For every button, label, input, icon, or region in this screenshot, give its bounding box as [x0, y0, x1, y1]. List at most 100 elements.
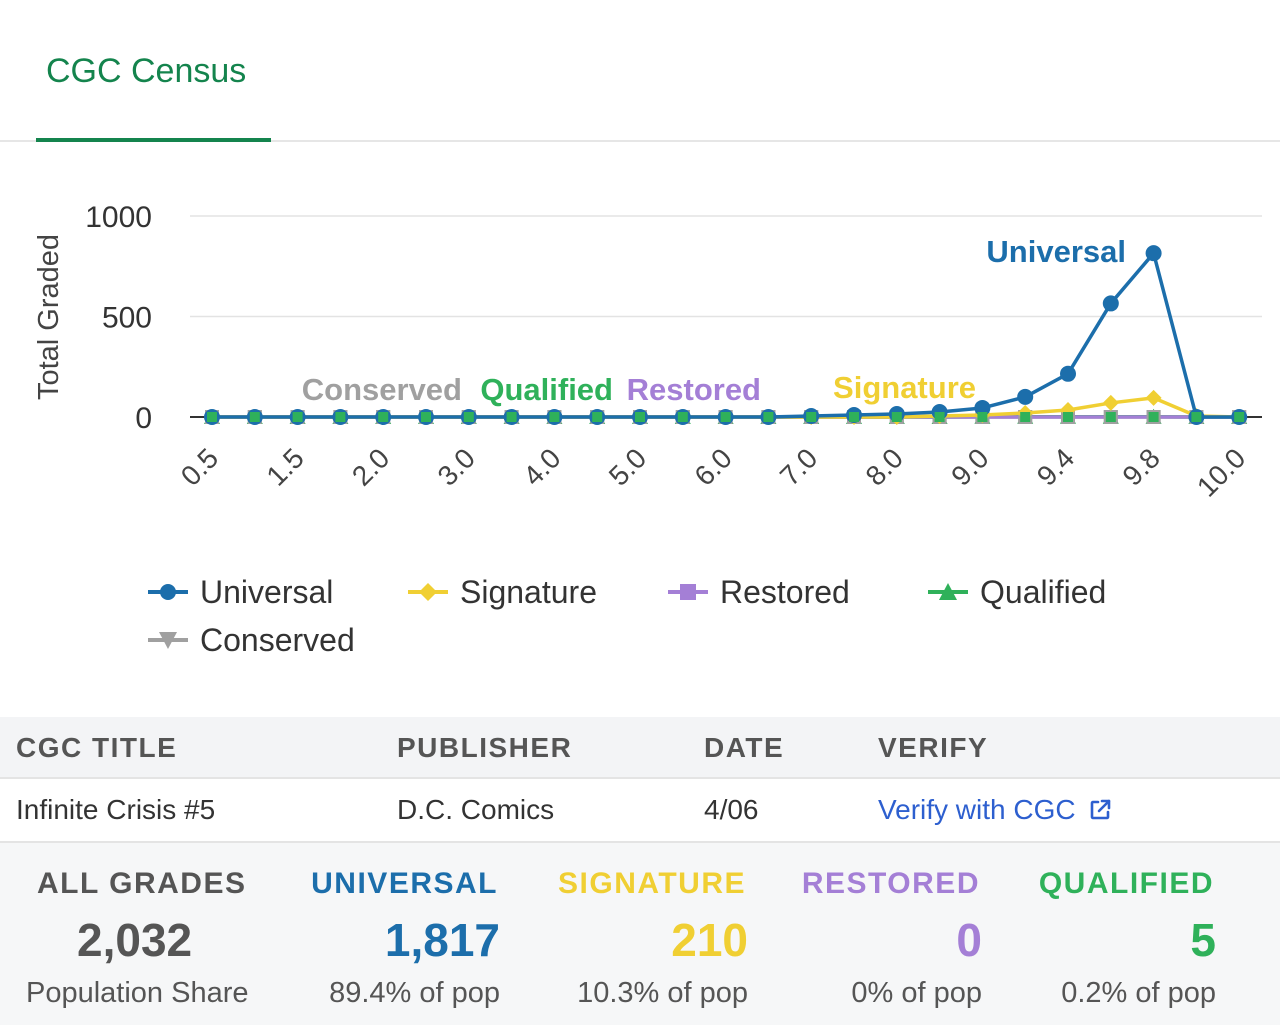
stat-universal-label: UNIVERSAL [311, 867, 498, 900]
census-chart: 0 500 1000 Total Graded 0.5 1.5 2.0 3.0 4.0 5.0 6.… [33, 201, 1262, 503]
y-tick-label: 1000 [85, 201, 152, 234]
data-point-qualified-overlay [592, 412, 603, 422]
data-point-qualified-overlay [934, 412, 945, 422]
stat-restored-sub: 0% of pop [851, 977, 982, 1009]
data-point-qualified-overlay [207, 412, 217, 422]
x-tick-label: 4.0 [517, 442, 566, 491]
stat-all-grades-label: ALL GRADES [37, 867, 247, 900]
header-publisher: PUBLISHER [397, 732, 573, 763]
legend-item-qualified[interactable]: Qualified [926, 572, 1106, 612]
tab-cgc-census[interactable]: CGC Census [36, 0, 271, 142]
data-point-qualified-overlay [1148, 412, 1159, 422]
annotation-qualified: Qualified [480, 372, 613, 407]
legend-label: Universal [200, 573, 334, 610]
data-point-qualified-overlay [806, 412, 817, 422]
legend-label: Qualified [980, 573, 1107, 610]
stat-signature-value: 210 [671, 914, 748, 966]
x-tick-label: 2.0 [346, 442, 395, 491]
legend-item-conserved[interactable]: Conserved [146, 620, 355, 660]
data-point-qualified-overlay [763, 412, 774, 422]
data-point-qualified-overlay [549, 412, 560, 422]
data-point-universal [974, 399, 991, 416]
data-point-qualified-overlay [463, 412, 474, 422]
stat-universal-value: 1,817 [384, 914, 500, 966]
stat-signature-sub: 10.3% of pop [577, 977, 748, 1009]
legend-item-universal[interactable]: Universal [146, 572, 333, 612]
data-point-qualified-overlay [849, 412, 859, 422]
verify-with-cgc-link[interactable]: Verify with CGC [878, 794, 1112, 826]
external-link-icon [1090, 799, 1110, 820]
cell-title: Infinite Crisis #5 [16, 794, 216, 825]
stat-qualified-value: 5 [1190, 914, 1216, 966]
data-point-qualified-overlay [292, 412, 303, 422]
legend-item-signature[interactable]: Signature [406, 572, 597, 612]
cell-publisher: D.C. Comics [397, 794, 555, 825]
data-point-universal [1102, 295, 1119, 312]
stat-all-grades-value: 2,032 [77, 914, 193, 966]
x-tick-label: 7.0 [774, 442, 823, 491]
annotation-universal: Universal [986, 234, 1126, 269]
x-tick-label: 8.0 [860, 442, 909, 491]
x-tick-label: 1.5 [260, 442, 309, 491]
stat-restored-label: RESTORED [801, 867, 980, 900]
tab-bar: CGC Census [0, 0, 1280, 142]
x-tick-label: 5.0 [603, 442, 652, 491]
restored-marker-icon [668, 584, 708, 600]
data-point-qualified-overlay [335, 412, 346, 422]
y-axis-label: Total Graded [33, 234, 65, 400]
stat-qualified-sub: 0.2% of pop [1061, 977, 1216, 1009]
data-point-universal [1060, 365, 1076, 382]
table-header: CGC TITLE PUBLISHER DATE VERIFY [0, 717, 1280, 779]
x-tick-label: 9.0 [945, 442, 994, 491]
data-point-qualified-overlay [421, 412, 431, 422]
verify-link-label: Verify with CGC [878, 794, 1076, 825]
data-point-signature [1102, 394, 1119, 411]
annotation-conserved: Conserved [302, 372, 462, 407]
data-point-qualified-overlay [1020, 412, 1031, 422]
x-tick-label: 10.0 [1191, 442, 1251, 502]
qualified-marker-icon [928, 583, 968, 600]
stat-all-grades-sub: Population Share [26, 977, 249, 1009]
x-tick-label: 6.0 [688, 442, 737, 491]
legend-label: Restored [720, 573, 850, 610]
conserved-marker-icon [148, 632, 188, 649]
data-point-universal [1145, 245, 1162, 262]
stat-universal-sub: 89.4% of pop [329, 977, 500, 1009]
legend-label: Conserved [200, 621, 355, 658]
legend-label: Signature [460, 573, 597, 610]
x-tick-label: 0.5 [175, 442, 224, 491]
data-point-qualified-overlay [1191, 412, 1202, 422]
data-point-qualified-overlay [249, 412, 260, 422]
data-point-qualified-overlay [720, 412, 731, 422]
cell-date: 4/06 [704, 794, 759, 825]
x-tick-label: 3.0 [432, 442, 481, 491]
data-point-qualified-overlay [635, 412, 645, 422]
legend-item-restored[interactable]: Restored [666, 572, 850, 612]
data-point-qualified-overlay [1234, 412, 1245, 422]
x-tick-label: 9.8 [1116, 442, 1165, 491]
tab-label: CGC Census [46, 52, 247, 90]
data-point-qualified-overlay [378, 412, 389, 422]
population-stats: ALL GRADES 2,032 Population Share UNIVER… [0, 843, 1280, 1025]
data-point-qualified-overlay [1063, 412, 1073, 422]
header-cgc-title: CGC TITLE [16, 732, 178, 763]
x-tick-label: 9.4 [1031, 442, 1080, 491]
header-verify: VERIFY [878, 732, 989, 763]
data-point-qualified-overlay [506, 412, 517, 422]
table-row: Infinite Crisis #5 D.C. Comics 4/06 Veri… [0, 779, 1280, 843]
data-point-qualified-overlay [977, 412, 988, 422]
data-point-qualified-overlay [677, 412, 688, 422]
universal-marker-icon [148, 584, 188, 600]
data-point-signature [1145, 389, 1162, 406]
stat-restored-value: 0 [956, 914, 982, 966]
y-tick-label: 500 [102, 302, 152, 335]
comic-info-table: CGC TITLE PUBLISHER DATE VERIFY Infinite… [0, 717, 1280, 843]
annotation-restored: Restored [627, 372, 761, 407]
data-point-qualified-overlay [891, 412, 902, 422]
data-point-universal [1017, 388, 1034, 405]
header-date: DATE [704, 732, 785, 763]
stat-signature-label: SIGNATURE [558, 867, 746, 900]
data-point-qualified-overlay [1105, 412, 1116, 422]
stat-qualified-label: QUALIFIED [1038, 867, 1214, 900]
y-tick-label: 0 [135, 402, 152, 435]
